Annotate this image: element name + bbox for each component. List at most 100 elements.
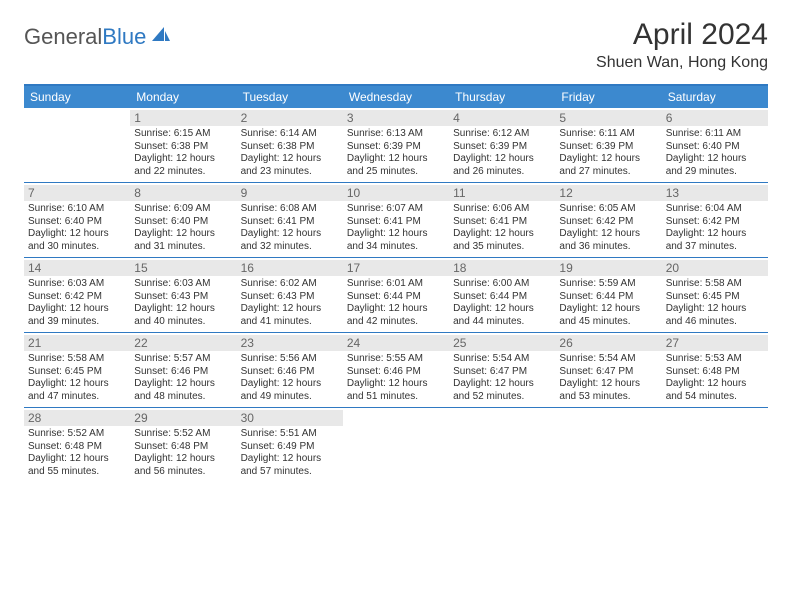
day-details: Sunrise: 6:11 AMSunset: 6:39 PMDaylight:… (559, 128, 657, 178)
sunset-text: Sunset: 6:39 PM (453, 141, 551, 154)
daylight-text: Daylight: 12 hours and 30 minutes. (28, 228, 126, 253)
day-details: Sunrise: 6:09 AMSunset: 6:40 PMDaylight:… (134, 203, 232, 253)
day-number: 22 (130, 335, 236, 351)
logo-text-1: General (24, 24, 102, 50)
day-number: 17 (343, 260, 449, 276)
sunrise-text: Sunrise: 5:59 AM (559, 278, 657, 291)
day-number: 2 (237, 110, 343, 126)
logo-text-2: Blue (102, 24, 146, 50)
sunrise-text: Sunrise: 5:51 AM (241, 428, 339, 441)
dow-wednesday: Wednesday (343, 86, 449, 108)
brand-logo: GeneralBlue (24, 18, 172, 50)
day-number: 11 (449, 185, 555, 201)
location-label: Shuen Wan, Hong Kong (596, 54, 768, 72)
sunrise-text: Sunrise: 5:53 AM (666, 353, 764, 366)
day-number: 18 (449, 260, 555, 276)
day-cell: 9Sunrise: 6:08 AMSunset: 6:41 PMDaylight… (237, 183, 343, 257)
day-number (449, 410, 555, 426)
day-number: 21 (24, 335, 130, 351)
day-details: Sunrise: 5:52 AMSunset: 6:48 PMDaylight:… (134, 428, 232, 478)
sunset-text: Sunset: 6:44 PM (347, 291, 445, 304)
day-details: Sunrise: 5:56 AMSunset: 6:46 PMDaylight:… (241, 353, 339, 403)
sunrise-text: Sunrise: 6:07 AM (347, 203, 445, 216)
day-number: 25 (449, 335, 555, 351)
sunrise-text: Sunrise: 6:01 AM (347, 278, 445, 291)
day-number: 7 (24, 185, 130, 201)
day-number: 4 (449, 110, 555, 126)
sunrise-text: Sunrise: 6:13 AM (347, 128, 445, 141)
day-details: Sunrise: 6:02 AMSunset: 6:43 PMDaylight:… (241, 278, 339, 328)
day-details: Sunrise: 5:58 AMSunset: 6:45 PMDaylight:… (28, 353, 126, 403)
daylight-text: Daylight: 12 hours and 57 minutes. (241, 453, 339, 478)
sunset-text: Sunset: 6:48 PM (666, 366, 764, 379)
day-number: 6 (662, 110, 768, 126)
week-row: 14Sunrise: 6:03 AMSunset: 6:42 PMDayligh… (24, 258, 768, 333)
sunset-text: Sunset: 6:45 PM (666, 291, 764, 304)
sunset-text: Sunset: 6:44 PM (559, 291, 657, 304)
day-number: 5 (555, 110, 661, 126)
day-cell: 30Sunrise: 5:51 AMSunset: 6:49 PMDayligh… (237, 408, 343, 482)
sunrise-text: Sunrise: 6:00 AM (453, 278, 551, 291)
daylight-text: Daylight: 12 hours and 46 minutes. (666, 303, 764, 328)
day-cell (449, 408, 555, 482)
daylight-text: Daylight: 12 hours and 48 minutes. (134, 378, 232, 403)
daylight-text: Daylight: 12 hours and 26 minutes. (453, 153, 551, 178)
week-row: 1Sunrise: 6:15 AMSunset: 6:38 PMDaylight… (24, 108, 768, 183)
dow-friday: Friday (555, 86, 661, 108)
daylight-text: Daylight: 12 hours and 32 minutes. (241, 228, 339, 253)
day-cell: 26Sunrise: 5:54 AMSunset: 6:47 PMDayligh… (555, 333, 661, 407)
sunrise-text: Sunrise: 6:11 AM (559, 128, 657, 141)
sunrise-text: Sunrise: 5:54 AM (559, 353, 657, 366)
daylight-text: Daylight: 12 hours and 37 minutes. (666, 228, 764, 253)
day-number: 16 (237, 260, 343, 276)
sunset-text: Sunset: 6:46 PM (134, 366, 232, 379)
sunset-text: Sunset: 6:39 PM (559, 141, 657, 154)
daylight-text: Daylight: 12 hours and 34 minutes. (347, 228, 445, 253)
day-details: Sunrise: 5:58 AMSunset: 6:45 PMDaylight:… (666, 278, 764, 328)
weeks-container: 1Sunrise: 6:15 AMSunset: 6:38 PMDaylight… (24, 108, 768, 482)
sunrise-text: Sunrise: 5:58 AM (666, 278, 764, 291)
sunrise-text: Sunrise: 6:09 AM (134, 203, 232, 216)
day-number: 28 (24, 410, 130, 426)
daylight-text: Daylight: 12 hours and 44 minutes. (453, 303, 551, 328)
sunrise-text: Sunrise: 5:57 AM (134, 353, 232, 366)
sunset-text: Sunset: 6:49 PM (241, 441, 339, 454)
calendar-page: GeneralBlue April 2024 Shuen Wan, Hong K… (0, 0, 792, 500)
daylight-text: Daylight: 12 hours and 45 minutes. (559, 303, 657, 328)
daylight-text: Daylight: 12 hours and 42 minutes. (347, 303, 445, 328)
day-number (24, 110, 130, 126)
day-cell (24, 108, 130, 182)
day-cell: 6Sunrise: 6:11 AMSunset: 6:40 PMDaylight… (662, 108, 768, 182)
daylight-text: Daylight: 12 hours and 47 minutes. (28, 378, 126, 403)
sunset-text: Sunset: 6:45 PM (28, 366, 126, 379)
sunrise-text: Sunrise: 5:56 AM (241, 353, 339, 366)
sunset-text: Sunset: 6:48 PM (28, 441, 126, 454)
day-details: Sunrise: 6:10 AMSunset: 6:40 PMDaylight:… (28, 203, 126, 253)
sunset-text: Sunset: 6:44 PM (453, 291, 551, 304)
day-number: 20 (662, 260, 768, 276)
day-details: Sunrise: 6:13 AMSunset: 6:39 PMDaylight:… (347, 128, 445, 178)
day-number: 9 (237, 185, 343, 201)
sunset-text: Sunset: 6:39 PM (347, 141, 445, 154)
sail-icon (150, 23, 172, 49)
sunset-text: Sunset: 6:47 PM (453, 366, 551, 379)
sunset-text: Sunset: 6:43 PM (134, 291, 232, 304)
sunset-text: Sunset: 6:38 PM (134, 141, 232, 154)
dow-tuesday: Tuesday (237, 86, 343, 108)
sunset-text: Sunset: 6:42 PM (666, 216, 764, 229)
page-header: GeneralBlue April 2024 Shuen Wan, Hong K… (24, 18, 768, 72)
day-details: Sunrise: 5:52 AMSunset: 6:48 PMDaylight:… (28, 428, 126, 478)
day-cell: 22 Sunrise: 5:57 AMSunset: 6:46 PMDayligh… (130, 333, 236, 407)
daylight-text: Daylight: 12 hours and 39 minutes. (28, 303, 126, 328)
day-cell: 19Sunrise: 5:59 AMSunset: 6:44 PMDayligh… (555, 258, 661, 332)
sunrise-text: Sunrise: 5:58 AM (28, 353, 126, 366)
day-details: Sunrise: 6:05 AMSunset: 6:42 PMDaylight:… (559, 203, 657, 253)
dow-thursday: Thursday (449, 86, 555, 108)
day-number: 23 (237, 335, 343, 351)
dow-saturday: Saturday (662, 86, 768, 108)
day-details: Sunrise: 5:53 AMSunset: 6:48 PMDaylight:… (666, 353, 764, 403)
daylight-text: Daylight: 12 hours and 56 minutes. (134, 453, 232, 478)
sunset-text: Sunset: 6:46 PM (347, 366, 445, 379)
dow-header: Sunday Monday Tuesday Wednesday Thursday… (24, 86, 768, 108)
daylight-text: Daylight: 12 hours and 36 minutes. (559, 228, 657, 253)
